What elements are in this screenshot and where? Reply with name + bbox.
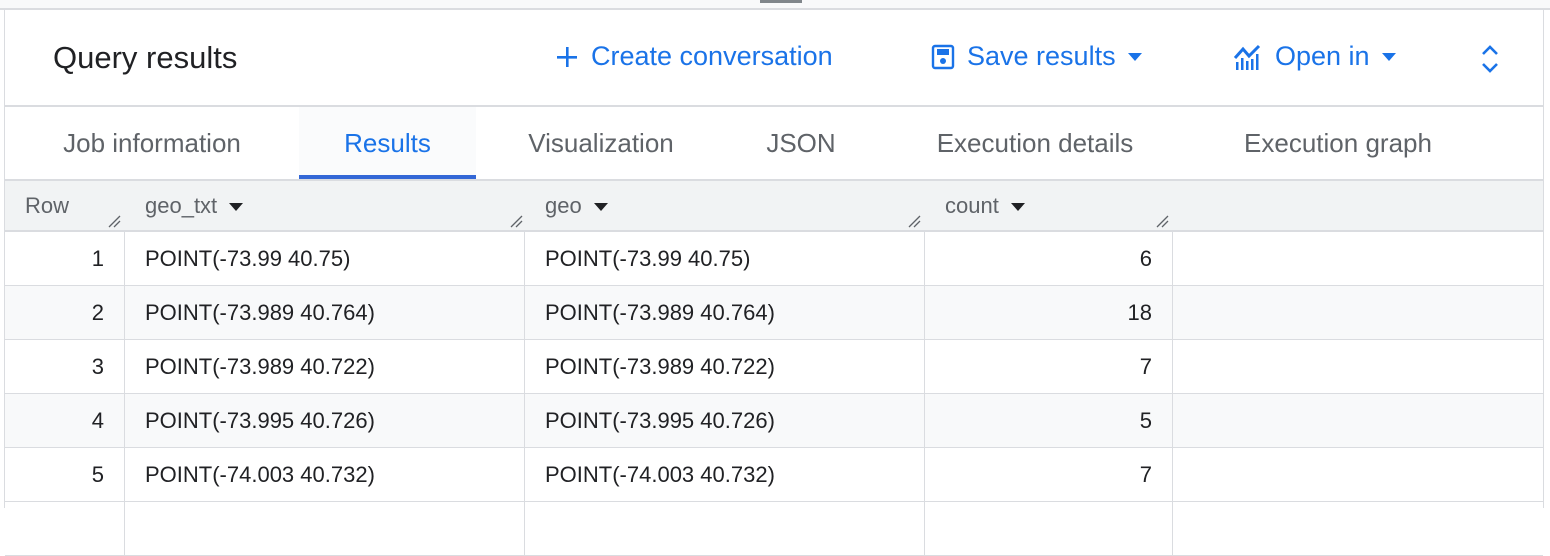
cell-geo: POINT(-73.989 40.764) bbox=[525, 286, 925, 339]
tab-execution-graph[interactable]: Execution graph bbox=[1244, 128, 1432, 158]
table-row-partial bbox=[5, 502, 1543, 556]
column-header-geo[interactable]: geo bbox=[525, 181, 925, 230]
row-number: 4 bbox=[5, 394, 125, 447]
cell-geo: POINT(-73.99 40.75) bbox=[525, 232, 925, 285]
table-row: 3 POINT(-73.989 40.722) POINT(-73.989 40.7… bbox=[5, 340, 1543, 394]
column-header-geo-txt[interactable]: geo_txt bbox=[125, 181, 525, 230]
row-number: 5 bbox=[5, 448, 125, 501]
table-row: 1 POINT(-73.99 40.75) POINT(-73.99 40.75) 6 bbox=[5, 232, 1543, 286]
column-resize-handle[interactable] bbox=[907, 214, 921, 228]
chevron-down-icon bbox=[1127, 52, 1142, 61]
table-row: 4 POINT(-73.995 40.726) POINT(-73.995 40.7… bbox=[5, 394, 1543, 448]
table-row: 2 POINT(-73.989 40.764) POINT(-73.989 40.7… bbox=[5, 286, 1543, 340]
open-in-label: Open in bbox=[1275, 41, 1370, 71]
cell-geo: POINT(-73.995 40.726) bbox=[525, 394, 925, 447]
sort-menu-icon[interactable] bbox=[1010, 203, 1025, 212]
sort-menu-icon[interactable] bbox=[593, 203, 608, 212]
panel-resize-strip[interactable] bbox=[0, 0, 1550, 10]
save-icon bbox=[931, 44, 955, 69]
create-conversation-button[interactable]: Create conversation bbox=[555, 41, 833, 72]
save-results-label: Save results bbox=[967, 41, 1116, 71]
column-header-row: Row bbox=[5, 181, 125, 230]
open-in-button[interactable]: Open in bbox=[1233, 41, 1396, 72]
cell-count: 7 bbox=[925, 340, 1173, 393]
cell-count: 5 bbox=[925, 394, 1173, 447]
row-number: 3 bbox=[5, 340, 125, 393]
column-resize-handle[interactable] bbox=[509, 214, 523, 228]
column-resize-handle[interactable] bbox=[107, 214, 121, 228]
save-results-button[interactable]: Save results bbox=[931, 41, 1142, 72]
results-header: Query results Create conversation Save r… bbox=[5, 10, 1543, 107]
cell-geo-txt: POINT(-73.995 40.726) bbox=[125, 394, 525, 447]
cell-geo: POINT(-73.989 40.722) bbox=[525, 340, 925, 393]
column-label: geo_txt bbox=[145, 193, 218, 218]
sort-menu-icon[interactable] bbox=[229, 203, 244, 212]
tab-visualization[interactable]: Visualization bbox=[528, 128, 674, 158]
expand-collapse-icon[interactable] bbox=[1479, 43, 1501, 75]
results-table: Row geo_txt geo count 1 POINT(-73.99 40.7… bbox=[5, 181, 1543, 556]
tab-json[interactable]: JSON bbox=[766, 128, 836, 158]
column-header-count[interactable]: count bbox=[925, 181, 1173, 230]
cell-count: 18 bbox=[925, 286, 1173, 339]
page-title: Query results bbox=[53, 40, 238, 75]
create-conversation-label: Create conversation bbox=[591, 41, 833, 71]
empty-cell bbox=[125, 502, 525, 555]
results-tabs: Job information Results Visualization JS… bbox=[5, 107, 1543, 181]
row-number: 1 bbox=[5, 232, 125, 285]
table-row: 5 POINT(-74.003 40.732) POINT(-74.003 40.7… bbox=[5, 448, 1543, 502]
plus-icon bbox=[557, 46, 577, 67]
column-resize-handle[interactable] bbox=[1155, 214, 1169, 228]
row-number: 2 bbox=[5, 286, 125, 339]
cell-count: 6 bbox=[925, 232, 1173, 285]
chart-icon bbox=[1233, 44, 1261, 70]
table-header-row: Row geo_txt geo count bbox=[5, 181, 1543, 232]
cell-geo-txt: POINT(-73.99 40.75) bbox=[125, 232, 525, 285]
cell-geo-txt: POINT(-73.989 40.764) bbox=[125, 286, 525, 339]
empty-cell bbox=[925, 502, 1173, 555]
column-label: count bbox=[945, 193, 999, 218]
cell-geo: POINT(-74.003 40.732) bbox=[525, 448, 925, 501]
tab-execution-details[interactable]: Execution details bbox=[936, 128, 1134, 158]
tab-results[interactable]: Results bbox=[299, 107, 476, 179]
column-label: geo bbox=[545, 193, 582, 218]
column-label: Row bbox=[25, 193, 70, 218]
cell-geo-txt: POINT(-73.989 40.722) bbox=[125, 340, 525, 393]
cell-geo-txt: POINT(-74.003 40.732) bbox=[125, 448, 525, 501]
cell-count: 7 bbox=[925, 448, 1173, 501]
tab-job-information[interactable]: Job information bbox=[63, 128, 241, 158]
empty-cell bbox=[5, 502, 125, 555]
query-results-panel: Query results Create conversation Save r… bbox=[4, 10, 1544, 556]
chevron-down-icon bbox=[1381, 52, 1396, 61]
drag-handle[interactable] bbox=[760, 0, 802, 3]
empty-cell bbox=[525, 502, 925, 555]
